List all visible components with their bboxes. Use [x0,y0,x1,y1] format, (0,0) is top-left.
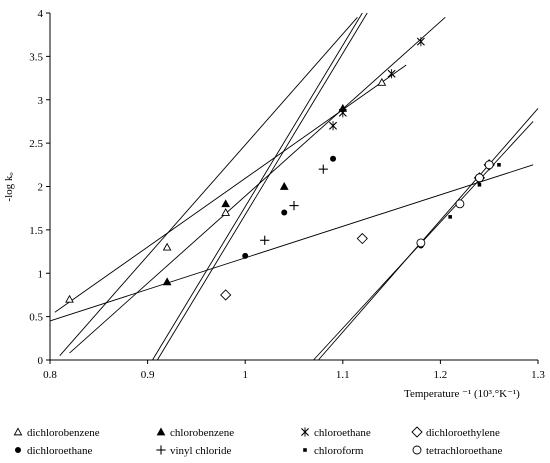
legend-label: dichloroethane [27,445,92,457]
fit-line-tetrachloroethane [318,108,539,361]
point-chloroethane [338,108,347,118]
point-dichlorobenzene [221,207,231,216]
legend-item-chloroform: chloroform [303,445,364,457]
x-tick-label: 1.2 [434,369,448,381]
legend-marker-tetrachloroethane [412,445,422,455]
y-tick-label: 1 [38,268,44,280]
x-tick-label: 1 [242,369,248,381]
point-dichloroethane [242,252,249,259]
x-axis-label: Temperature ⁻¹ (10³.°K⁻¹) [404,388,520,400]
point-vinyl-chloride [260,235,270,245]
legend-label: vinyl chloride [170,445,232,457]
legend-marker-chlorobenzene [156,427,166,436]
point-chlorobenzene [279,181,289,190]
point-chlorobenzene [162,277,172,286]
point-chloroform [497,163,501,167]
y-tick-label: 2 [38,182,44,194]
point-dichloroethylene [356,232,368,245]
x-tick-label: 0.8 [43,369,57,381]
legend-marker-dichlorobenzene [13,427,23,436]
legend-item-chloroethane: chloroethane [301,427,371,439]
legend-marker-dichloroethane [15,447,21,453]
fit-line-chloroethane [69,17,446,354]
legend-marker-chloroethane [301,427,309,437]
legend-item-dichloroethylene: dichloroethylene [411,426,500,439]
x-tick-label: 1.1 [336,369,350,381]
point-vinyl-chloride [289,200,299,211]
y-tick-label: 0 [38,355,44,367]
legend-marker-vinyl-chloride [156,445,166,455]
fit-line-dichlorobenzene [54,64,407,313]
fit-line-vinyl-chloride [152,12,363,361]
point-chloroform [448,215,452,219]
legend-marker-dichloroethylene [411,426,423,438]
point-chloroethane [329,121,338,131]
x-tick-label: 0.9 [141,369,155,381]
legend-item-vinyl-chloride: vinyl chloride [156,445,232,457]
legend-label: dichlorobenzene [27,427,100,439]
point-dichlorobenzene [162,242,172,251]
point-tetrachloroethane [484,160,494,170]
y-tick-label: 0.5 [29,312,43,324]
ticks: 0.8 0.9 1 1.1 1.2 1.3 0 0.5 1 1.5 2 2.5 3 3.5 4 [29,8,545,381]
legend-item-dichloroethane: dichloroethane [15,445,92,457]
point-chlorobenzene [221,199,231,208]
y-tick-label: 1.5 [29,225,43,237]
point-chloroethane [387,69,396,79]
y-axis-label: -log kₒ [3,172,15,201]
y-tick-label: 3.5 [29,51,43,63]
legend-label: tetrachloroethane [426,445,502,457]
point-tetrachloroethane [455,199,465,209]
y-tick-label: 2.5 [29,138,43,150]
point-dichloroethylene [220,289,232,301]
point-chloroform [477,182,482,187]
point-dichloroethane [281,209,288,216]
data-points [65,37,501,303]
fit-line-dichloroethane [156,12,368,361]
legend-label: chlorobenzene [170,427,234,439]
fit-lines [49,12,539,361]
point-vinyl-chloride [318,164,328,174]
point-dichloroethane [330,155,337,162]
point-tetrachloroethane [474,173,484,183]
point-chloroethane [416,37,425,47]
legend-label: dichloroethylene [426,427,500,439]
legend-label: chloroform [314,445,364,457]
point-dichlorobenzene [377,77,387,86]
legend-item-tetrachloroethane: tetrachloroethane [412,445,502,457]
point-tetrachloroethane [416,238,426,248]
legend: dichlorobenzene chlorobenzene chloroethane… [13,426,502,457]
legend-marker-chloroform [303,448,307,452]
x-tick-label: 1.3 [531,369,545,381]
y-tick-label: 3 [38,95,44,107]
fit-line-dichloroethylene [49,164,534,322]
legend-item-chlorobenzene: chlorobenzene [156,427,234,439]
legend-item-dichlorobenzene: dichlorobenzene [13,427,100,439]
y-tick-label: 4 [38,8,44,20]
point-dichlorobenzene [65,294,74,303]
fit-line-chlorobenzene [59,17,358,356]
legend-label: chloroethane [314,427,371,439]
